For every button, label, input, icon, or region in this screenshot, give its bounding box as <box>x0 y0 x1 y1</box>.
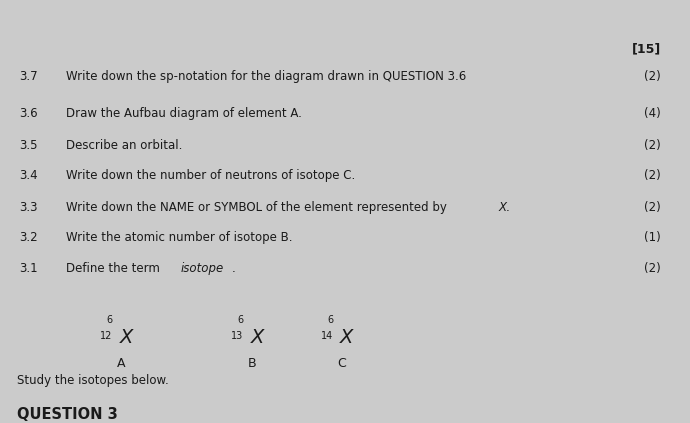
Text: Define the term: Define the term <box>66 262 163 275</box>
Text: X: X <box>498 201 506 214</box>
Text: Study the isotopes below.: Study the isotopes below. <box>17 374 169 387</box>
Text: (4): (4) <box>644 107 661 120</box>
Text: B: B <box>248 357 256 371</box>
Text: .: . <box>231 262 235 275</box>
Text: (2): (2) <box>644 139 661 152</box>
Text: 3.2: 3.2 <box>19 231 38 244</box>
Text: (2): (2) <box>644 70 661 83</box>
Text: (1): (1) <box>644 231 661 244</box>
Text: 3.6: 3.6 <box>19 107 38 120</box>
Text: Describe an orbital.: Describe an orbital. <box>66 139 182 152</box>
Text: A: A <box>117 357 125 371</box>
Text: Draw the Aufbau diagram of element A.: Draw the Aufbau diagram of element A. <box>66 107 302 120</box>
Text: 3.1: 3.1 <box>19 262 38 275</box>
Text: 12: 12 <box>100 331 112 341</box>
Text: X: X <box>119 328 132 347</box>
Text: 3.3: 3.3 <box>19 201 38 214</box>
Text: X: X <box>250 328 264 347</box>
Text: 3.7: 3.7 <box>19 70 38 83</box>
Text: X: X <box>340 328 353 347</box>
Text: 6: 6 <box>106 315 112 325</box>
Text: (2): (2) <box>644 169 661 182</box>
Text: [15]: [15] <box>632 42 661 55</box>
Text: QUESTION 3: QUESTION 3 <box>17 407 118 422</box>
Text: isotope: isotope <box>181 262 224 275</box>
Text: 6: 6 <box>327 315 333 325</box>
Text: 3.5: 3.5 <box>19 139 38 152</box>
Text: Write down the number of neutrons of isotope C.: Write down the number of neutrons of iso… <box>66 169 355 182</box>
Text: (2): (2) <box>644 262 661 275</box>
Text: Write the atomic number of isotope B.: Write the atomic number of isotope B. <box>66 231 292 244</box>
Text: 13: 13 <box>231 331 244 341</box>
Text: 3.4: 3.4 <box>19 169 38 182</box>
Text: Write down the NAME or SYMBOL of the element represented by: Write down the NAME or SYMBOL of the ele… <box>66 201 450 214</box>
Text: 14: 14 <box>321 331 333 341</box>
Text: (2): (2) <box>644 201 661 214</box>
Text: 6: 6 <box>237 315 244 325</box>
Text: .: . <box>505 201 509 214</box>
Text: Write down the sp-notation for the diagram drawn in QUESTION 3.6: Write down the sp-notation for the diagr… <box>66 70 466 83</box>
Text: C: C <box>337 357 346 371</box>
